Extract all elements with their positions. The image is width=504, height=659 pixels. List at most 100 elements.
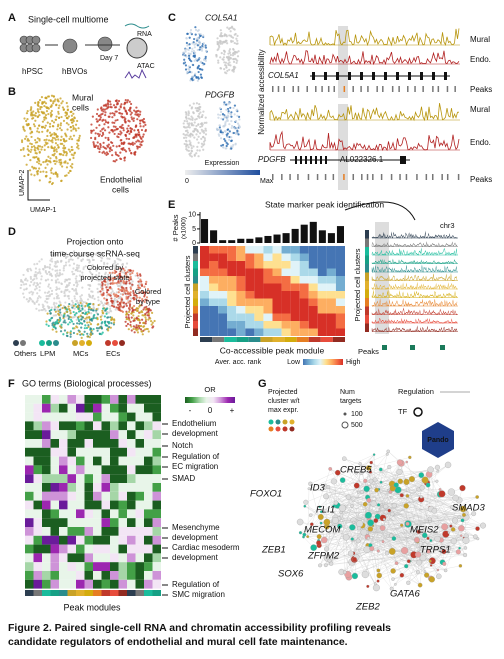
umap-point (233, 61, 235, 63)
umap-point (199, 43, 201, 45)
label: cluster w/t (268, 398, 300, 405)
heatmap-cell (59, 571, 68, 580)
heatmap-cell (209, 276, 218, 284)
umap-point (93, 259, 95, 261)
umap-point (37, 297, 39, 299)
umap-point (52, 328, 54, 330)
umap-point (234, 104, 236, 106)
umap-point (97, 313, 99, 315)
heatmap-cell (209, 306, 218, 314)
exon (336, 72, 339, 80)
legend-swatch (39, 340, 45, 346)
umap-point (115, 153, 117, 155)
umap-point (202, 144, 204, 146)
heatmap-cell (85, 474, 94, 483)
umap-point (78, 137, 80, 139)
module-strip (236, 337, 248, 342)
network-node (389, 548, 396, 555)
heatmap-cell (34, 404, 43, 413)
heatmap-cell (42, 501, 51, 510)
peak (414, 86, 416, 92)
umap-point (139, 119, 141, 121)
umap-point (36, 287, 38, 289)
umap-point (37, 110, 39, 112)
umap-point (195, 58, 197, 60)
umap-point (32, 300, 34, 302)
panel-label: G (258, 378, 267, 390)
network-node (436, 480, 439, 483)
umap-point (131, 329, 133, 331)
heatmap-cell (76, 562, 85, 571)
umap-point (119, 133, 121, 135)
umap-point (89, 303, 91, 305)
network-node (387, 450, 390, 453)
network-node (309, 514, 312, 517)
label: CREB5 (340, 465, 372, 476)
peak (441, 174, 443, 180)
umap-point (95, 127, 97, 129)
umap-point (65, 135, 67, 137)
network-node (343, 571, 346, 574)
umap-point (72, 323, 74, 325)
umap-point (217, 62, 219, 64)
umap-point (97, 323, 99, 325)
bar (219, 240, 226, 243)
network-node (453, 495, 459, 501)
umap-point (225, 62, 227, 64)
umap-point (79, 331, 81, 333)
heatmap-cell (25, 492, 34, 501)
heatmap-cell (144, 430, 153, 439)
umap-point (62, 307, 64, 309)
umap-point (101, 288, 103, 290)
umap-point (232, 69, 234, 71)
label: Projected cell clusters (183, 255, 192, 328)
umap-point (58, 100, 60, 102)
umap-point (147, 319, 149, 321)
umap-point (237, 55, 239, 57)
heatmap-cell (127, 536, 136, 545)
heatmap-cell (254, 329, 263, 337)
umap-point (81, 307, 83, 309)
module-strip (119, 590, 128, 596)
umap-point (108, 132, 110, 134)
umap-point (113, 114, 115, 116)
umap-point (111, 317, 113, 319)
heatmap-cell (282, 314, 291, 322)
network-node (348, 551, 354, 557)
network-node (476, 537, 479, 540)
umap-point (130, 286, 132, 288)
heatmap-cell (327, 306, 336, 314)
module-strip (260, 337, 272, 342)
label: Low (287, 359, 301, 366)
heatmap-cell (110, 527, 119, 536)
umap-point (66, 311, 68, 313)
heatmap-cell (200, 329, 209, 337)
umap-point (64, 301, 66, 303)
heatmap-cell (245, 276, 254, 284)
heatmap-cell (34, 457, 43, 466)
umap-point (35, 275, 37, 277)
umap-point (227, 128, 229, 130)
network-node (357, 526, 361, 530)
umap-point (107, 283, 109, 285)
umap-point (110, 322, 112, 324)
umap-point (39, 179, 41, 181)
umap-point (27, 145, 29, 147)
label: Peaks (470, 85, 492, 94)
heatmap-cell (336, 314, 345, 322)
heatmap-cell (102, 562, 111, 571)
umap-point (97, 299, 99, 301)
heatmap-cell (336, 269, 345, 277)
umap-point (185, 130, 187, 132)
cluster-strip (193, 329, 198, 337)
umap-point (148, 330, 150, 332)
umap-point (136, 145, 138, 147)
label: Aver. acc. rank (215, 359, 262, 366)
umap-point (131, 112, 133, 114)
heatmap-cell (153, 457, 162, 466)
network-node (398, 479, 403, 484)
umap-point (30, 149, 32, 151)
umap-point (123, 159, 125, 161)
umap-point (205, 133, 207, 135)
umap-point (72, 267, 74, 269)
